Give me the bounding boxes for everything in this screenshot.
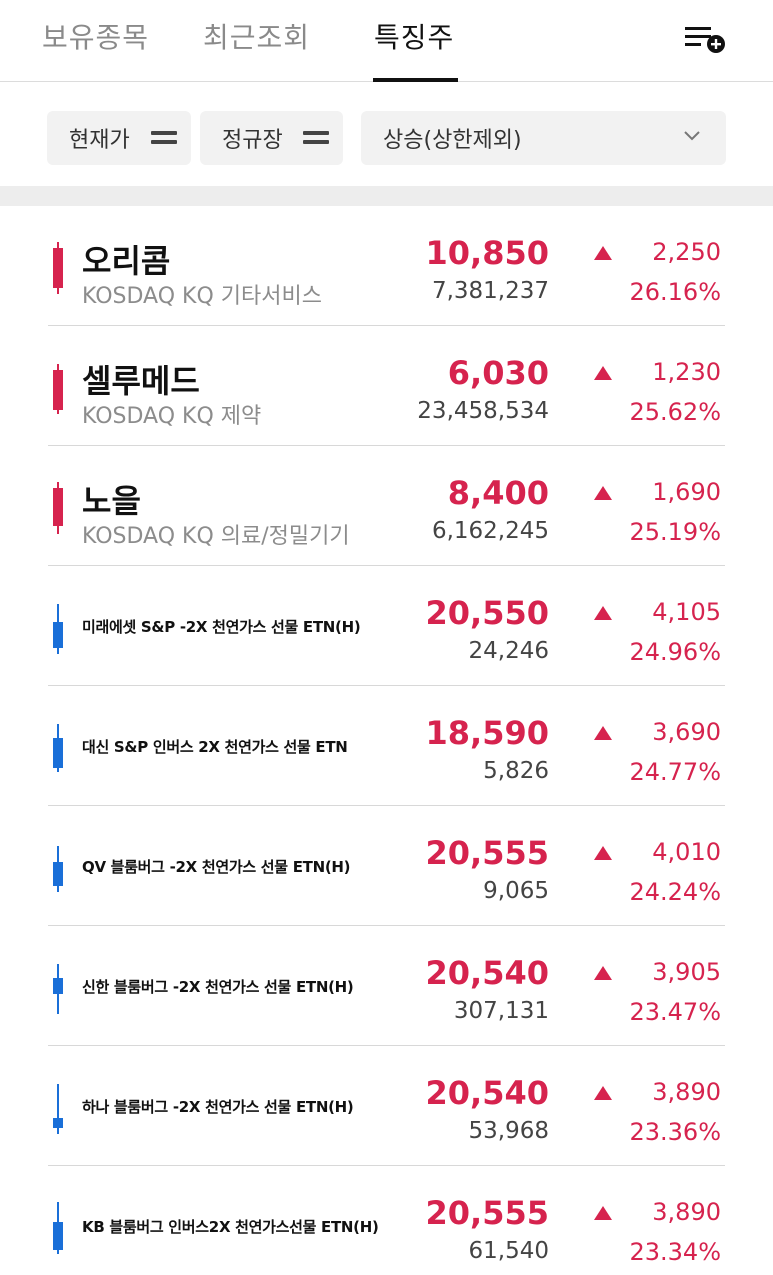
- stock-row[interactable]: 셀루메드 KOSDAQ KQ 제약 6,030 23,458,534 1,230…: [48, 326, 725, 446]
- stock-change-rate: 26.16%: [629, 278, 721, 306]
- stock-change-rate: 24.77%: [629, 758, 721, 786]
- session-sort-label: 정규장: [222, 128, 283, 153]
- stock-market: KOSDAQ KQ 기타서비스: [82, 284, 322, 309]
- up-triangle-icon: [594, 966, 612, 980]
- stock-row[interactable]: 대신 S&P 인버스 2X 천연가스 선물 ETN 18,590 5,826 3…: [48, 686, 725, 806]
- stock-change: 3,890: [652, 1078, 721, 1106]
- section-divider: [0, 186, 773, 206]
- stock-price: 18,590: [425, 714, 549, 752]
- stock-price: 20,555: [425, 834, 549, 872]
- up-triangle-icon: [594, 486, 612, 500]
- stock-change: 1,230: [652, 358, 721, 386]
- stock-price: 8,400: [447, 474, 549, 512]
- stock-row[interactable]: KB 블룸버그 인버스2X 천연가스선물 ETN(H) 20,555 61,54…: [48, 1166, 725, 1275]
- stock-volume: 5,826: [483, 758, 549, 784]
- stock-change: 2,250: [652, 238, 721, 266]
- stock-name: 오리콤: [82, 242, 171, 280]
- sort-equal-icon: [303, 131, 329, 145]
- featured-stock-list: 오리콤 KOSDAQ KQ 기타서비스 10,850 7,381,237 2,2…: [48, 206, 725, 1275]
- stock-volume: 307,131: [453, 998, 549, 1024]
- blue-candle-icon: [53, 724, 63, 772]
- stock-change: 4,010: [652, 838, 721, 866]
- red-candle-icon: [53, 364, 63, 414]
- up-triangle-icon: [594, 606, 612, 620]
- list-add-menu-button[interactable]: [683, 22, 727, 56]
- stock-change-rate: 23.47%: [629, 998, 721, 1026]
- stock-change-rate: 25.62%: [629, 398, 721, 426]
- up-triangle-icon: [594, 1086, 612, 1100]
- stock-name: QV 블룸버그 -2X 천연가스 선물 ETN(H): [82, 858, 351, 876]
- session-sort-chip[interactable]: 정규장: [200, 111, 343, 165]
- tab-featured[interactable]: 특징주: [374, 21, 455, 54]
- stock-change: 3,890: [652, 1198, 721, 1226]
- stock-change-rate: 23.36%: [629, 1118, 721, 1146]
- up-triangle-icon: [594, 846, 612, 860]
- up-triangle-icon: [594, 366, 612, 380]
- stock-price: 20,555: [425, 1194, 549, 1232]
- stock-name: 미래에셋 S&P -2X 천연가스 선물 ETN(H): [82, 618, 361, 636]
- stock-name: 하나 블룸버그 -2X 천연가스 선물 ETN(H): [82, 1098, 354, 1116]
- stock-change-rate: 24.96%: [629, 638, 721, 666]
- stock-change-rate: 25.19%: [629, 518, 721, 546]
- stock-volume: 53,968: [468, 1118, 549, 1144]
- up-triangle-icon: [594, 1206, 612, 1220]
- condition-select[interactable]: 상승(상한제외): [361, 111, 726, 165]
- stock-change: 4,105: [652, 598, 721, 626]
- tab-bar: 보유종목 최근조회 특징주: [0, 0, 773, 82]
- up-triangle-icon: [594, 726, 612, 740]
- stock-row[interactable]: 신한 블룸버그 -2X 천연가스 선물 ETN(H) 20,540 307,13…: [48, 926, 725, 1046]
- blue-candle-icon: [53, 1202, 63, 1254]
- stock-name: 셀루메드: [82, 362, 200, 400]
- stock-market: KOSDAQ KQ 제약: [82, 404, 262, 429]
- list-add-icon: [685, 27, 725, 53]
- stock-row[interactable]: 하나 블룸버그 -2X 천연가스 선물 ETN(H) 20,540 53,968…: [48, 1046, 725, 1166]
- condition-select-value: 상승(상한제외): [383, 128, 522, 153]
- stock-price: 10,850: [425, 234, 549, 272]
- stock-change: 1,690: [652, 478, 721, 506]
- stock-price: 6,030: [447, 354, 549, 392]
- price-sort-chip[interactable]: 현재가: [47, 111, 191, 165]
- red-candle-icon: [53, 242, 63, 294]
- stock-row[interactable]: QV 블룸버그 -2X 천연가스 선물 ETN(H) 20,555 9,065 …: [48, 806, 725, 926]
- tab-recent[interactable]: 최근조회: [203, 21, 311, 54]
- stock-change: 3,905: [652, 958, 721, 986]
- blue-candle-icon: [53, 964, 63, 1014]
- stock-price: 20,540: [425, 1074, 549, 1112]
- stock-row[interactable]: 노을 KOSDAQ KQ 의료/정밀기기 8,400 6,162,245 1,6…: [48, 446, 725, 566]
- stock-change-rate: 23.34%: [629, 1238, 721, 1266]
- stock-volume: 61,540: [468, 1238, 549, 1264]
- stock-row[interactable]: 미래에셋 S&P -2X 천연가스 선물 ETN(H) 20,550 24,24…: [48, 566, 725, 686]
- filter-bar: 현재가 정규장 상승(상한제외): [0, 83, 773, 186]
- sort-equal-icon: [151, 131, 177, 145]
- stock-volume: 7,381,237: [431, 278, 549, 304]
- blue-candle-icon: [53, 604, 63, 654]
- active-tab-indicator: [373, 78, 458, 82]
- stock-name: 노을: [82, 482, 141, 520]
- up-triangle-icon: [594, 246, 612, 260]
- stock-change: 3,690: [652, 718, 721, 746]
- price-sort-label: 현재가: [69, 128, 130, 153]
- blue-candle-icon: [53, 1084, 63, 1134]
- stock-volume: 23,458,534: [417, 398, 549, 424]
- stock-price: 20,550: [425, 594, 549, 632]
- red-candle-icon: [53, 482, 63, 534]
- stock-market: KOSDAQ KQ 의료/정밀기기: [82, 524, 350, 549]
- stock-volume: 24,246: [468, 638, 549, 664]
- stock-volume: 9,065: [483, 878, 549, 904]
- stock-volume: 6,162,245: [431, 518, 549, 544]
- chevron-down-icon: [684, 131, 700, 141]
- stock-row[interactable]: 오리콤 KOSDAQ KQ 기타서비스 10,850 7,381,237 2,2…: [48, 206, 725, 326]
- stock-change-rate: 24.24%: [629, 878, 721, 906]
- stock-name: 신한 블룸버그 -2X 천연가스 선물 ETN(H): [82, 978, 354, 996]
- stock-name: KB 블룸버그 인버스2X 천연가스선물 ETN(H): [82, 1218, 379, 1236]
- blue-candle-icon: [53, 846, 63, 892]
- stock-price: 20,540: [425, 954, 549, 992]
- tab-holdings[interactable]: 보유종목: [42, 21, 150, 54]
- stock-name: 대신 S&P 인버스 2X 천연가스 선물 ETN: [82, 738, 348, 756]
